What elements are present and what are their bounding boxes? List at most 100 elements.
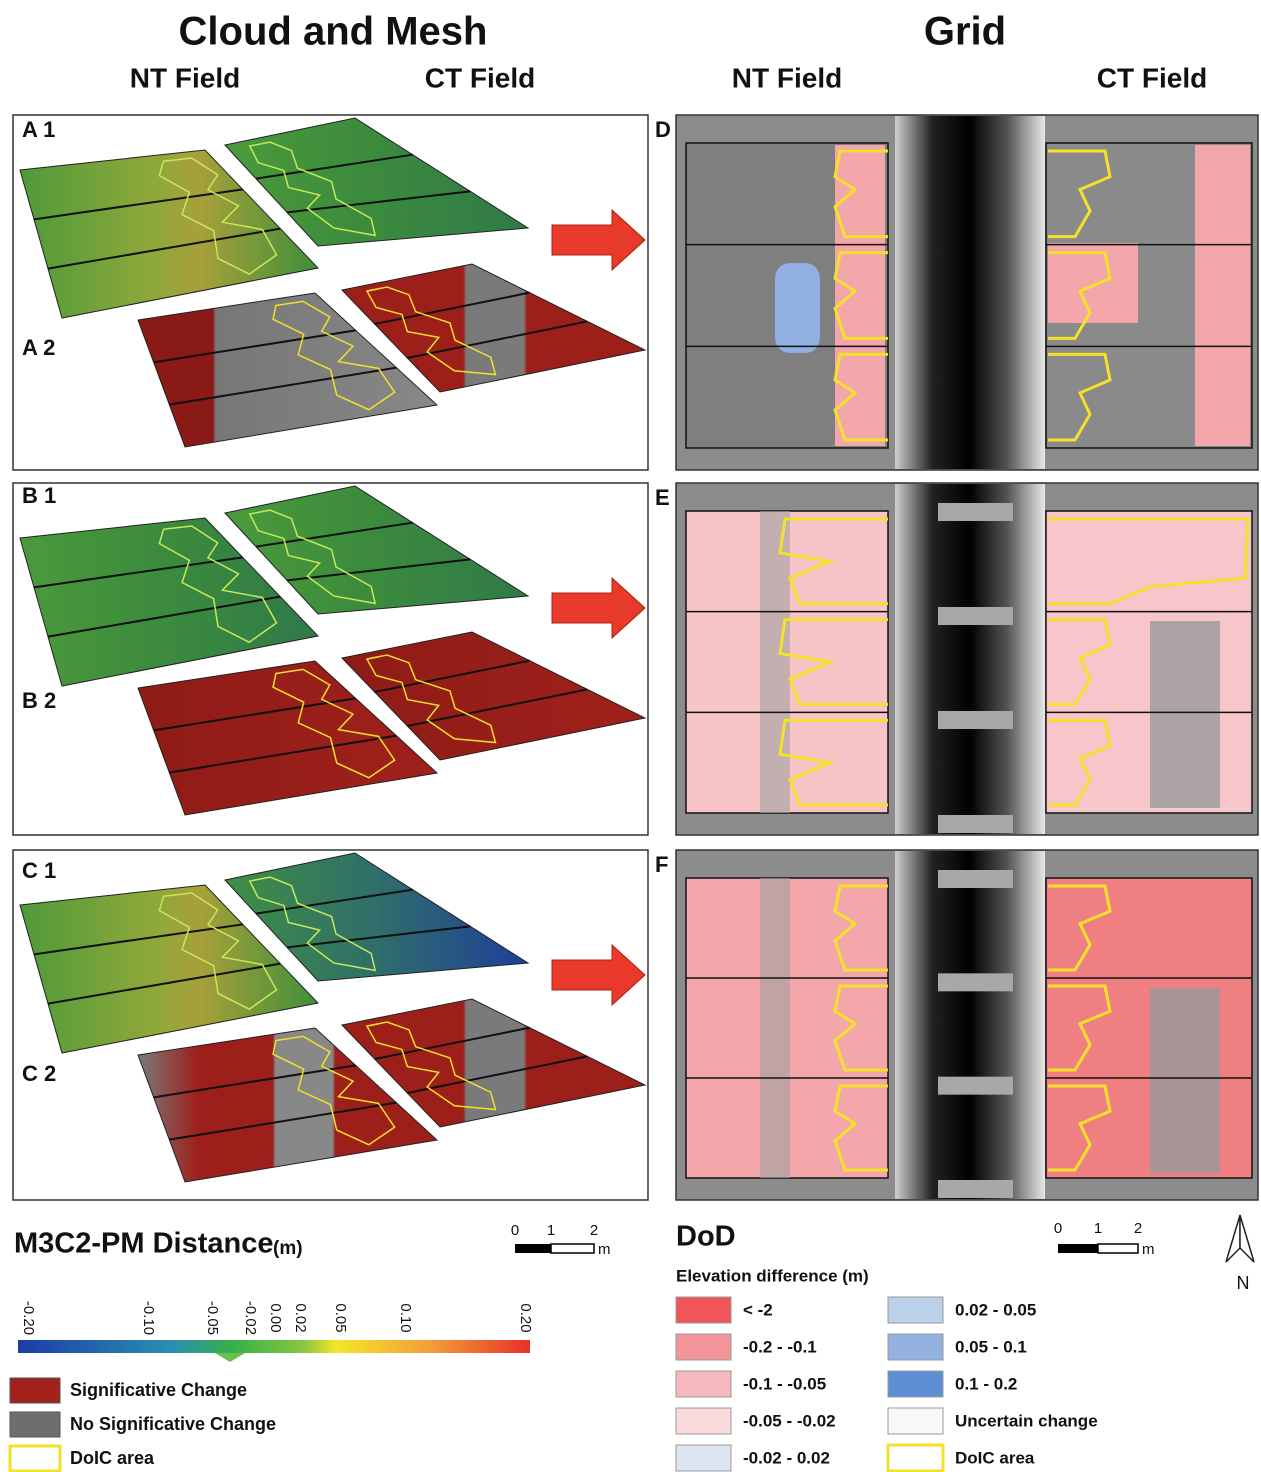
change-patch: [1150, 621, 1220, 808]
legend-swatch: [676, 1371, 731, 1397]
legend-label: -0.05 - -0.02: [743, 1411, 836, 1430]
ct-field: [1046, 511, 1252, 813]
grid-panel: [686, 851, 1252, 1199]
ct-field: [1046, 878, 1252, 1178]
legend-title: DoD: [676, 1221, 736, 1253]
culvert: [938, 973, 1013, 991]
grid-panel: [686, 484, 1252, 834]
color-bar-tick-label: 0.02: [292, 1303, 309, 1332]
legend-swatch: [676, 1445, 731, 1471]
color-bar: [18, 1340, 530, 1353]
scale-label: 1: [547, 1222, 555, 1239]
north-arrow-right: [1240, 1215, 1254, 1262]
color-bar-tick-label: 0.20: [517, 1303, 534, 1332]
color-bar-tick-label: 0.05: [332, 1303, 349, 1332]
headers: Cloud and Mesh Grid NT Field CT Field NT…: [130, 10, 1207, 94]
panel-label: B 1: [22, 483, 56, 508]
panels: [13, 115, 1258, 1200]
change-patch: [760, 511, 790, 813]
legend-label: 0.02 - 0.05: [955, 1300, 1036, 1319]
figure: Cloud and Mesh Grid NT Field CT Field NT…: [0, 0, 1261, 1472]
panel-label: E: [655, 485, 670, 510]
legend-subtitle: Elevation difference (m): [676, 1266, 869, 1285]
panel-label: B 2: [22, 688, 56, 713]
culvert: [938, 1180, 1013, 1198]
legend-swatch: [10, 1412, 60, 1437]
scale-segment: [1058, 1244, 1098, 1253]
legend-label: < -2: [743, 1300, 773, 1319]
scale-label: 1: [1094, 1220, 1102, 1237]
panel-label: C 2: [22, 1061, 56, 1086]
legend-swatch: [888, 1334, 943, 1360]
color-bar-tick-label: -0.05: [204, 1301, 221, 1335]
legend-unit: (m): [273, 1238, 303, 1259]
color-bar-tick-label: -0.02: [242, 1301, 259, 1335]
scale-label: 0: [511, 1222, 519, 1239]
scale-label: 2: [1134, 1220, 1142, 1237]
scale-bar: 0 1 2 m: [511, 1222, 611, 1258]
change-patch: [835, 145, 885, 446]
color-bar-tick-label: -0.20: [20, 1301, 37, 1335]
north-arrow-left: [1226, 1215, 1240, 1262]
legend-label: 0.05 - 0.1: [955, 1337, 1027, 1356]
legend-swatch: [888, 1408, 943, 1434]
grid-panel: [686, 116, 1252, 469]
change-patch: [775, 263, 820, 353]
legend-label: -0.02 - 0.02: [743, 1448, 830, 1467]
scale-label: 0: [1054, 1220, 1062, 1237]
legend-swatch: [888, 1297, 943, 1323]
culvert: [938, 870, 1013, 888]
change-patch: [1195, 145, 1250, 446]
header: Cloud and Mesh: [179, 10, 488, 54]
culvert: [938, 815, 1013, 833]
legend-swatch: [888, 1445, 943, 1471]
legend-swatch: [676, 1297, 731, 1323]
culvert: [938, 503, 1013, 521]
field-label: CT Field: [425, 62, 535, 93]
legend-swatch: [676, 1334, 731, 1360]
legend-label: DoIC area: [955, 1448, 1035, 1467]
scale-segment: [515, 1244, 551, 1253]
field-label: CT Field: [1097, 62, 1207, 93]
legend-label: Significative Change: [70, 1380, 247, 1400]
m3c2-legend: M3C2-PM Distance (m) 0 1 2 m -0.20 -0.10 -…: [10, 1222, 611, 1471]
legend-label: Uncertain change: [955, 1411, 1098, 1430]
legend-label: No Significative Change: [70, 1414, 276, 1434]
scale-segment: [551, 1244, 594, 1253]
scale-label: m: [598, 1241, 611, 1258]
scale-bar: 0 1 2 m: [1054, 1220, 1155, 1258]
change-patch: [760, 878, 790, 1178]
legend-title: M3C2-PM Distance: [14, 1228, 273, 1260]
scale-segment: [1098, 1244, 1138, 1253]
culvert: [938, 711, 1013, 729]
legend-label: DoIC area: [70, 1448, 155, 1468]
field-label: NT Field: [130, 62, 240, 93]
header: Grid: [924, 10, 1006, 54]
panel-label: C 1: [22, 858, 56, 883]
dod-legend: DoD Elevation difference (m) 0 1 2 m N <…: [676, 1215, 1254, 1471]
legend-swatch: [676, 1408, 731, 1434]
color-bar-notch: [215, 1353, 245, 1362]
north-arrow: N: [1226, 1215, 1254, 1293]
color-bar-tick-label: 0.00: [267, 1303, 284, 1332]
culvert: [938, 1077, 1013, 1095]
color-bar-tick-label: 0.10: [397, 1303, 414, 1332]
culvert: [938, 607, 1013, 625]
road: [895, 851, 1045, 1199]
road: [895, 116, 1045, 469]
legend-label: 0.1 - 0.2: [955, 1374, 1017, 1393]
legend-swatch: [10, 1378, 60, 1403]
legend-swatch: [888, 1371, 943, 1397]
scale-label: m: [1142, 1241, 1155, 1258]
legend-label: -0.2 - -0.1: [743, 1337, 817, 1356]
north-label: N: [1237, 1273, 1250, 1293]
scale-label: 2: [590, 1222, 598, 1239]
legend-swatch: [10, 1446, 60, 1471]
legend-label: -0.1 - -0.05: [743, 1374, 826, 1393]
change-patch: [1048, 243, 1138, 323]
field-label: NT Field: [732, 62, 842, 93]
panel-label: A 1: [22, 117, 55, 142]
panel-label: D: [655, 117, 671, 142]
color-bar-tick-label: -0.10: [140, 1301, 157, 1335]
change-patch: [1150, 988, 1220, 1173]
